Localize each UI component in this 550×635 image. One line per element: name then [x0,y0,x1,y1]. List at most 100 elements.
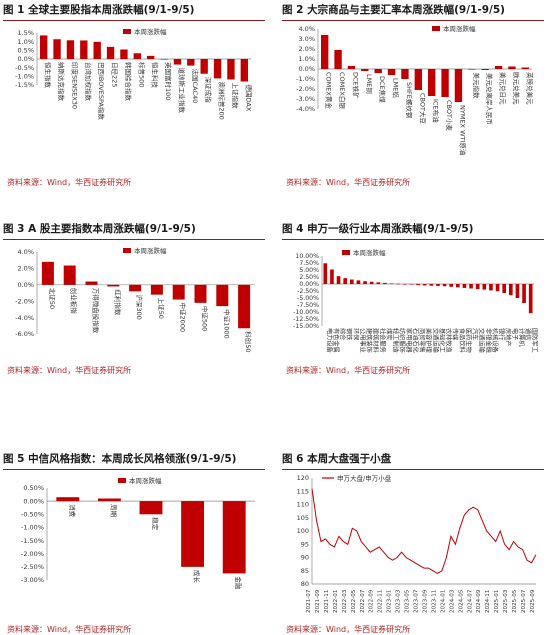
x-tick-label: SHFE螺纹钢 [405,82,414,119]
x-tick-label: 医药生物 [464,328,472,353]
x-tick-label: 商贸零售 [418,328,426,353]
x-tick-label: 房地产 [504,328,512,347]
bar [522,284,526,304]
bar [222,501,246,574]
panel-citic-style: 图 5 中信风格指数：本周成长风格领涨(9/1-9/5) 0.50% 0.00% -… [3,450,265,635]
bar [468,69,476,70]
panel-large-vs-small: 图 6 本周大盘强于小盘 120 115 110 105 100 95 90 85 80 2021… [282,450,544,635]
x-tick-label: 红利指数 [113,289,122,316]
x-tick-label: 德国DAX [244,85,253,112]
bar [369,281,374,284]
y-tick-label: -3.00% [21,576,44,584]
x-tick-label: 2021-07 [306,589,312,613]
bar [508,284,513,296]
y-tick-label: 3.0% [298,35,315,43]
x-tick-label: 2023-03 [396,589,402,613]
x-tick-label: 社会服务 [378,328,386,353]
x-tick-label: 2022-01 [333,589,339,613]
x-tick-label: 2024-01 [440,589,446,613]
y-tick-label: 115 [297,487,309,495]
bar [41,261,54,285]
x-tick-label: 石油石化 [411,328,419,353]
x-tick-label: 食品饮料 [458,328,466,353]
bar [442,284,447,287]
bar [66,40,75,59]
panel-sw-industries: 图 4 申万一级行业本周涨跌幅(9/1-9/5) 10.00% 7.50% 5.00… [282,220,544,380]
bar [515,284,520,298]
x-tick-label: 2024-03 [449,589,455,613]
bar [401,69,409,79]
x-tick-label: 2025-05 [512,589,518,613]
y-tick-label: -4.0% [15,314,34,322]
bar [495,284,500,292]
bar [475,284,480,290]
legend-swatch [432,26,440,31]
x-tick-label: 2025-01 [494,589,500,613]
x-tick-label: 2023-01 [387,589,393,613]
x-tick-label: 英国富时100 [164,62,173,100]
x-tick-label: 农林牧渔 [445,328,453,353]
bar [97,498,121,502]
x-tick-label: 2024-05 [458,589,464,613]
chart-title: 图 1 全球主要股指本周涨跌幅(9/1-9/5) [3,4,195,16]
chart-commodities-fx: 4.0% 3.0% 2.0% 1.0% 0.0% -1.0% -2.0% -3.0% -4.0%… [296,24,534,155]
panel-commodities-fx: 图 2 大宗商品与主要汇率本周涨跌幅(9/1-9/5) 4.0% 3.0% 2.0%… [282,1,544,193]
y-tick-label: 100 [297,527,309,535]
x-tick-label: 巴西IBOVESPA指数 [97,62,106,120]
bar [409,284,414,285]
x-tick-label: 日经225 [111,62,120,87]
bar [449,284,454,287]
x-tick-label: 公用事业 [358,328,366,353]
y-tick-label: 0.0% [17,281,34,289]
y-tick-label: 1.5% [17,29,34,37]
x-tick-label: 中证2000 [179,303,188,333]
x-tick-label: 轻工制造 [392,328,400,353]
panel-a-share-indices: 图 3 A 股主要指数本周涨跌幅(9/1-9/5) 4.0% 2.0% 0.0% -2… [3,220,265,412]
x-tick-label: 中证1000 [222,309,231,339]
x-tick-label: 美元兑离岸人民币 [485,73,494,125]
x-tick-label: 万得微盘股指数 [92,288,101,334]
x-tick-label: 成长 [193,570,202,584]
x-tick-label: 消费 [68,504,77,518]
bar [200,59,208,74]
bar [139,501,163,515]
bar [494,66,503,69]
y-tick-label: 105 [297,514,309,522]
bar [376,282,381,284]
bar [172,284,185,300]
bar [56,497,80,502]
series-line [311,488,537,574]
bar [240,59,248,82]
chart-title: 图 2 大宗商品与主要汇率本周涨跌幅(9/1-9/5) [282,4,505,16]
x-tick-label: DCE焦煤 [378,76,387,103]
bar [349,279,354,284]
x-tick-label: 中证500 [201,306,210,331]
bar [383,282,387,284]
y-tick-label: 7.50% [299,260,319,267]
x-tick-label: 2024-11 [485,589,491,613]
bar [150,284,163,295]
bar [414,69,422,90]
chart-a-share-indices: 4.0% 2.0% 0.0% -2.0% -4.0% -6.0% 北证50 创业板指 万得微盘股… [15,246,255,353]
y-tick-label: -2.0% [296,85,315,93]
y-tick-label: 0.5% [17,47,34,55]
bar [53,39,61,59]
legend-swatch [118,478,126,483]
x-tick-label: 2025-03 [503,589,509,613]
x-tick-label: 美容护理 [425,328,433,353]
legend-label: 本周涨跌幅 [134,27,167,36]
source-note: 资料来源：Wind，华西证券研究所 [7,366,132,375]
bar [436,284,440,286]
y-tick-label: 4.0% [298,25,315,33]
bar [482,284,487,290]
y-tick-label: 85 [301,567,309,575]
x-tick-label: 有色金属 [332,328,340,353]
x-tick-label: 2022-05 [351,589,357,613]
x-tick-label: 道琼斯工业指数 [177,68,186,114]
title-divider [282,469,544,470]
bar [508,66,516,69]
bar [160,59,168,60]
x-tick-label: 2023-09 [422,589,428,613]
bar [147,55,155,59]
bar [374,69,382,73]
